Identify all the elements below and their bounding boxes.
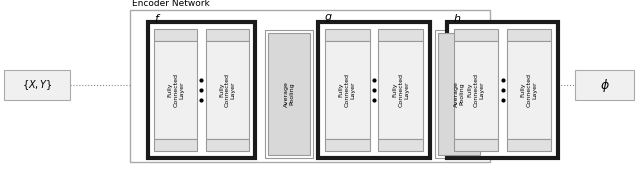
Bar [130,10,490,162]
Bar [454,139,498,151]
Text: Fully
Connected
Layer: Fully Connected Layer [392,73,409,107]
Bar [447,22,558,158]
Bar [378,139,423,151]
Bar [148,22,255,158]
Bar [154,29,197,41]
Bar [206,139,248,151]
Bar [154,41,197,139]
Bar [507,139,551,151]
Text: $f$: $f$ [154,12,161,24]
Text: Average
Pooling: Average Pooling [454,81,465,107]
Bar [507,29,551,41]
Bar [507,41,551,139]
Bar [206,41,248,139]
Bar [378,41,423,139]
Text: $\{X,Y\}$: $\{X,Y\}$ [22,78,52,92]
Bar [154,139,197,151]
Bar [324,29,369,41]
Text: Encoder Network: Encoder Network [132,0,210,8]
Bar [324,41,369,139]
Bar [435,30,483,158]
Text: Fully
Connected
Layer: Fully Connected Layer [468,73,484,107]
Bar [268,33,310,155]
Bar [438,33,480,155]
Text: Fully
Connected
Layer: Fully Connected Layer [521,73,538,107]
Text: Fully
Connected
Layer: Fully Connected Layer [168,73,184,107]
Text: $\phi$: $\phi$ [600,76,609,93]
Bar [265,30,313,158]
Bar [454,29,498,41]
Text: Fully
Connected
Layer: Fully Connected Layer [339,73,355,107]
Text: Fully
Connected
Layer: Fully Connected Layer [219,73,236,107]
Bar [378,29,423,41]
Text: $h$: $h$ [453,12,461,24]
Bar [206,29,248,41]
Bar [575,70,634,100]
Text: Average
Pooling: Average Pooling [284,81,294,107]
Bar [454,41,498,139]
Bar [4,70,70,100]
Bar [324,139,369,151]
Bar [318,22,430,158]
Text: $g$: $g$ [324,12,333,24]
